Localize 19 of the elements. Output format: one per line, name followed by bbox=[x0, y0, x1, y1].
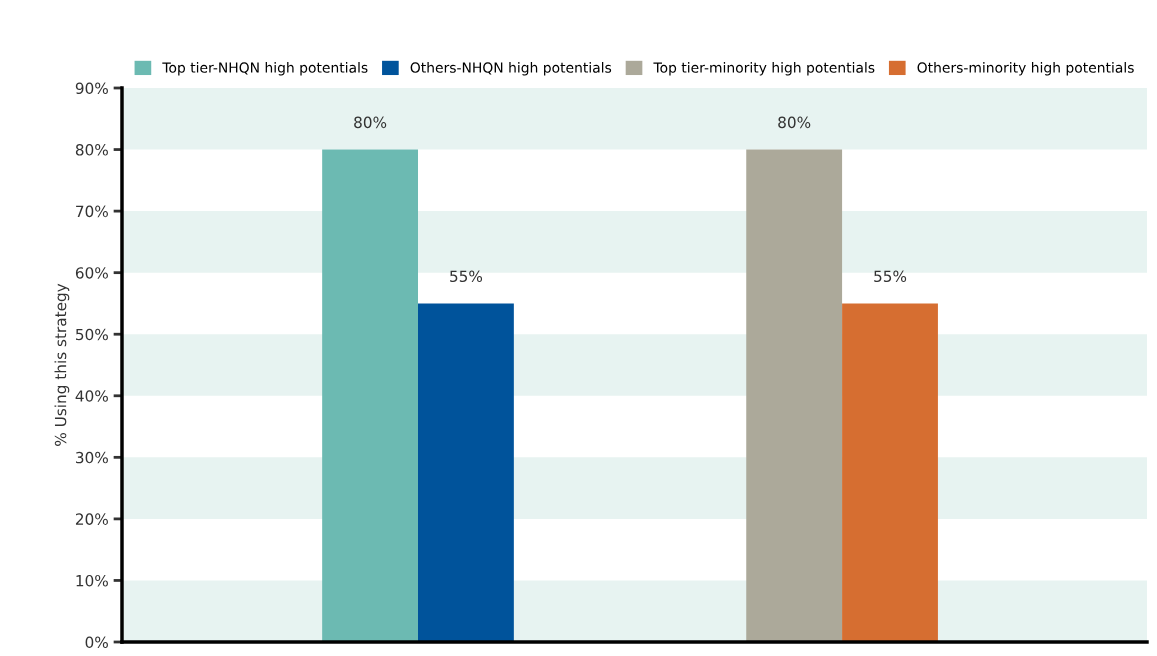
y-tick-label: 20% bbox=[75, 513, 108, 525]
legend-label: Top tier-minority high potentials bbox=[653, 62, 875, 76]
y-tick-label: 90% bbox=[75, 82, 108, 95]
y-axis-title: % Using this strategy bbox=[54, 283, 70, 446]
data-label: 55% bbox=[450, 270, 483, 283]
y-tick-label: 80% bbox=[75, 144, 108, 156]
y-tick-label: 50% bbox=[76, 328, 108, 341]
legend-label: Others-minority high potentials bbox=[917, 62, 1134, 76]
y-tick-label: 10% bbox=[76, 574, 108, 587]
data-label: 55% bbox=[874, 270, 907, 283]
data-label: 80% bbox=[778, 116, 811, 129]
y-tick-label: 40% bbox=[75, 390, 108, 402]
legend-label: Others-NHQN high potentials bbox=[410, 62, 612, 76]
y-tick-label: 0% bbox=[85, 636, 108, 649]
data-label: 80% bbox=[354, 116, 387, 129]
y-tick-label: 30% bbox=[76, 451, 108, 464]
legend-label: Top tier-NHQN high potentials bbox=[162, 62, 368, 76]
y-tick-label: 60% bbox=[75, 267, 108, 279]
y-tick-label: 70% bbox=[76, 205, 108, 218]
